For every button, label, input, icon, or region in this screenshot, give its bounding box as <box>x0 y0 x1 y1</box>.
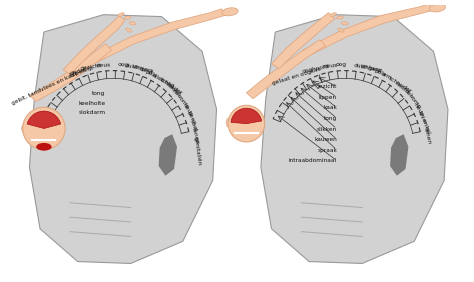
Polygon shape <box>390 134 409 176</box>
Text: lippen: lippen <box>319 95 337 100</box>
Text: gezicht: gezicht <box>316 84 337 89</box>
Polygon shape <box>302 4 435 56</box>
Text: nek: nek <box>402 88 414 100</box>
Text: kaak: kaak <box>323 105 337 110</box>
Text: vingers: vingers <box>360 64 383 73</box>
Text: pols: pols <box>374 68 387 77</box>
Ellipse shape <box>118 13 124 17</box>
Ellipse shape <box>429 4 446 12</box>
Ellipse shape <box>129 22 136 25</box>
Ellipse shape <box>338 28 344 32</box>
Text: arm: arm <box>380 71 392 81</box>
Text: duim: duim <box>125 63 140 70</box>
Text: voet: voet <box>189 118 198 133</box>
Ellipse shape <box>36 143 52 151</box>
Text: tong: tong <box>92 91 106 96</box>
Text: lippen: lippen <box>68 67 87 78</box>
Ellipse shape <box>125 16 131 19</box>
Text: spraak: spraak <box>317 148 337 153</box>
Wedge shape <box>27 111 61 129</box>
Text: onderlip: onderlip <box>69 65 94 76</box>
Ellipse shape <box>337 16 343 19</box>
Text: ooghoofd: ooghoofd <box>301 64 329 74</box>
Text: schouder: schouder <box>158 77 184 96</box>
Ellipse shape <box>330 13 337 17</box>
Polygon shape <box>29 44 111 102</box>
Text: kauwen: kauwen <box>314 137 337 142</box>
Text: romp: romp <box>408 95 421 110</box>
Text: slokdarm: slokdarm <box>79 110 106 115</box>
Text: oog: oog <box>118 62 129 68</box>
Text: knie: knie <box>417 110 427 124</box>
Text: gelaat en oogkas: gelaat en oogkas <box>271 66 321 86</box>
Circle shape <box>23 107 65 150</box>
Polygon shape <box>272 13 335 69</box>
Polygon shape <box>29 15 217 263</box>
Text: enkel: enkel <box>420 118 430 135</box>
Ellipse shape <box>222 8 238 16</box>
Polygon shape <box>159 134 177 176</box>
Ellipse shape <box>341 22 348 25</box>
Wedge shape <box>231 108 262 124</box>
Text: hand: hand <box>138 67 154 76</box>
Text: hand: hand <box>367 66 383 74</box>
Polygon shape <box>246 40 326 99</box>
Text: oog: oog <box>335 62 346 67</box>
Text: hoofd: hoofd <box>165 82 181 97</box>
Text: elleboog: elleboog <box>151 72 176 89</box>
Text: nek: nek <box>171 88 182 100</box>
Polygon shape <box>63 16 125 74</box>
Text: tenen: tenen <box>423 127 432 145</box>
Text: tenen: tenen <box>191 127 201 145</box>
Text: been: been <box>186 110 197 126</box>
Ellipse shape <box>226 118 232 127</box>
Text: gezicht: gezicht <box>80 63 102 71</box>
Text: schouder: schouder <box>387 75 413 94</box>
Text: heup: heup <box>413 102 425 118</box>
Ellipse shape <box>22 124 27 133</box>
Text: duim: duim <box>353 63 368 69</box>
Text: vingers: vingers <box>131 65 154 74</box>
Text: hoofd: hoofd <box>394 80 410 95</box>
Text: pols: pols <box>145 69 158 78</box>
Polygon shape <box>90 9 227 63</box>
Text: heup: heup <box>182 102 194 118</box>
Text: tong: tong <box>324 116 337 121</box>
Text: gebit, tandvlees en kaak: gebit, tandvlees en kaak <box>11 70 79 106</box>
Circle shape <box>228 105 265 142</box>
Polygon shape <box>261 15 448 263</box>
Text: neus: neus <box>96 62 110 68</box>
Text: keelholte: keelholte <box>79 101 106 105</box>
Text: neus: neus <box>323 63 338 69</box>
Text: intraabdominaal: intraabdominaal <box>289 158 337 163</box>
Text: slikken: slikken <box>317 127 337 131</box>
Ellipse shape <box>126 28 132 32</box>
Text: romp: romp <box>177 95 190 110</box>
Text: genitaliën: genitaliën <box>193 136 202 166</box>
